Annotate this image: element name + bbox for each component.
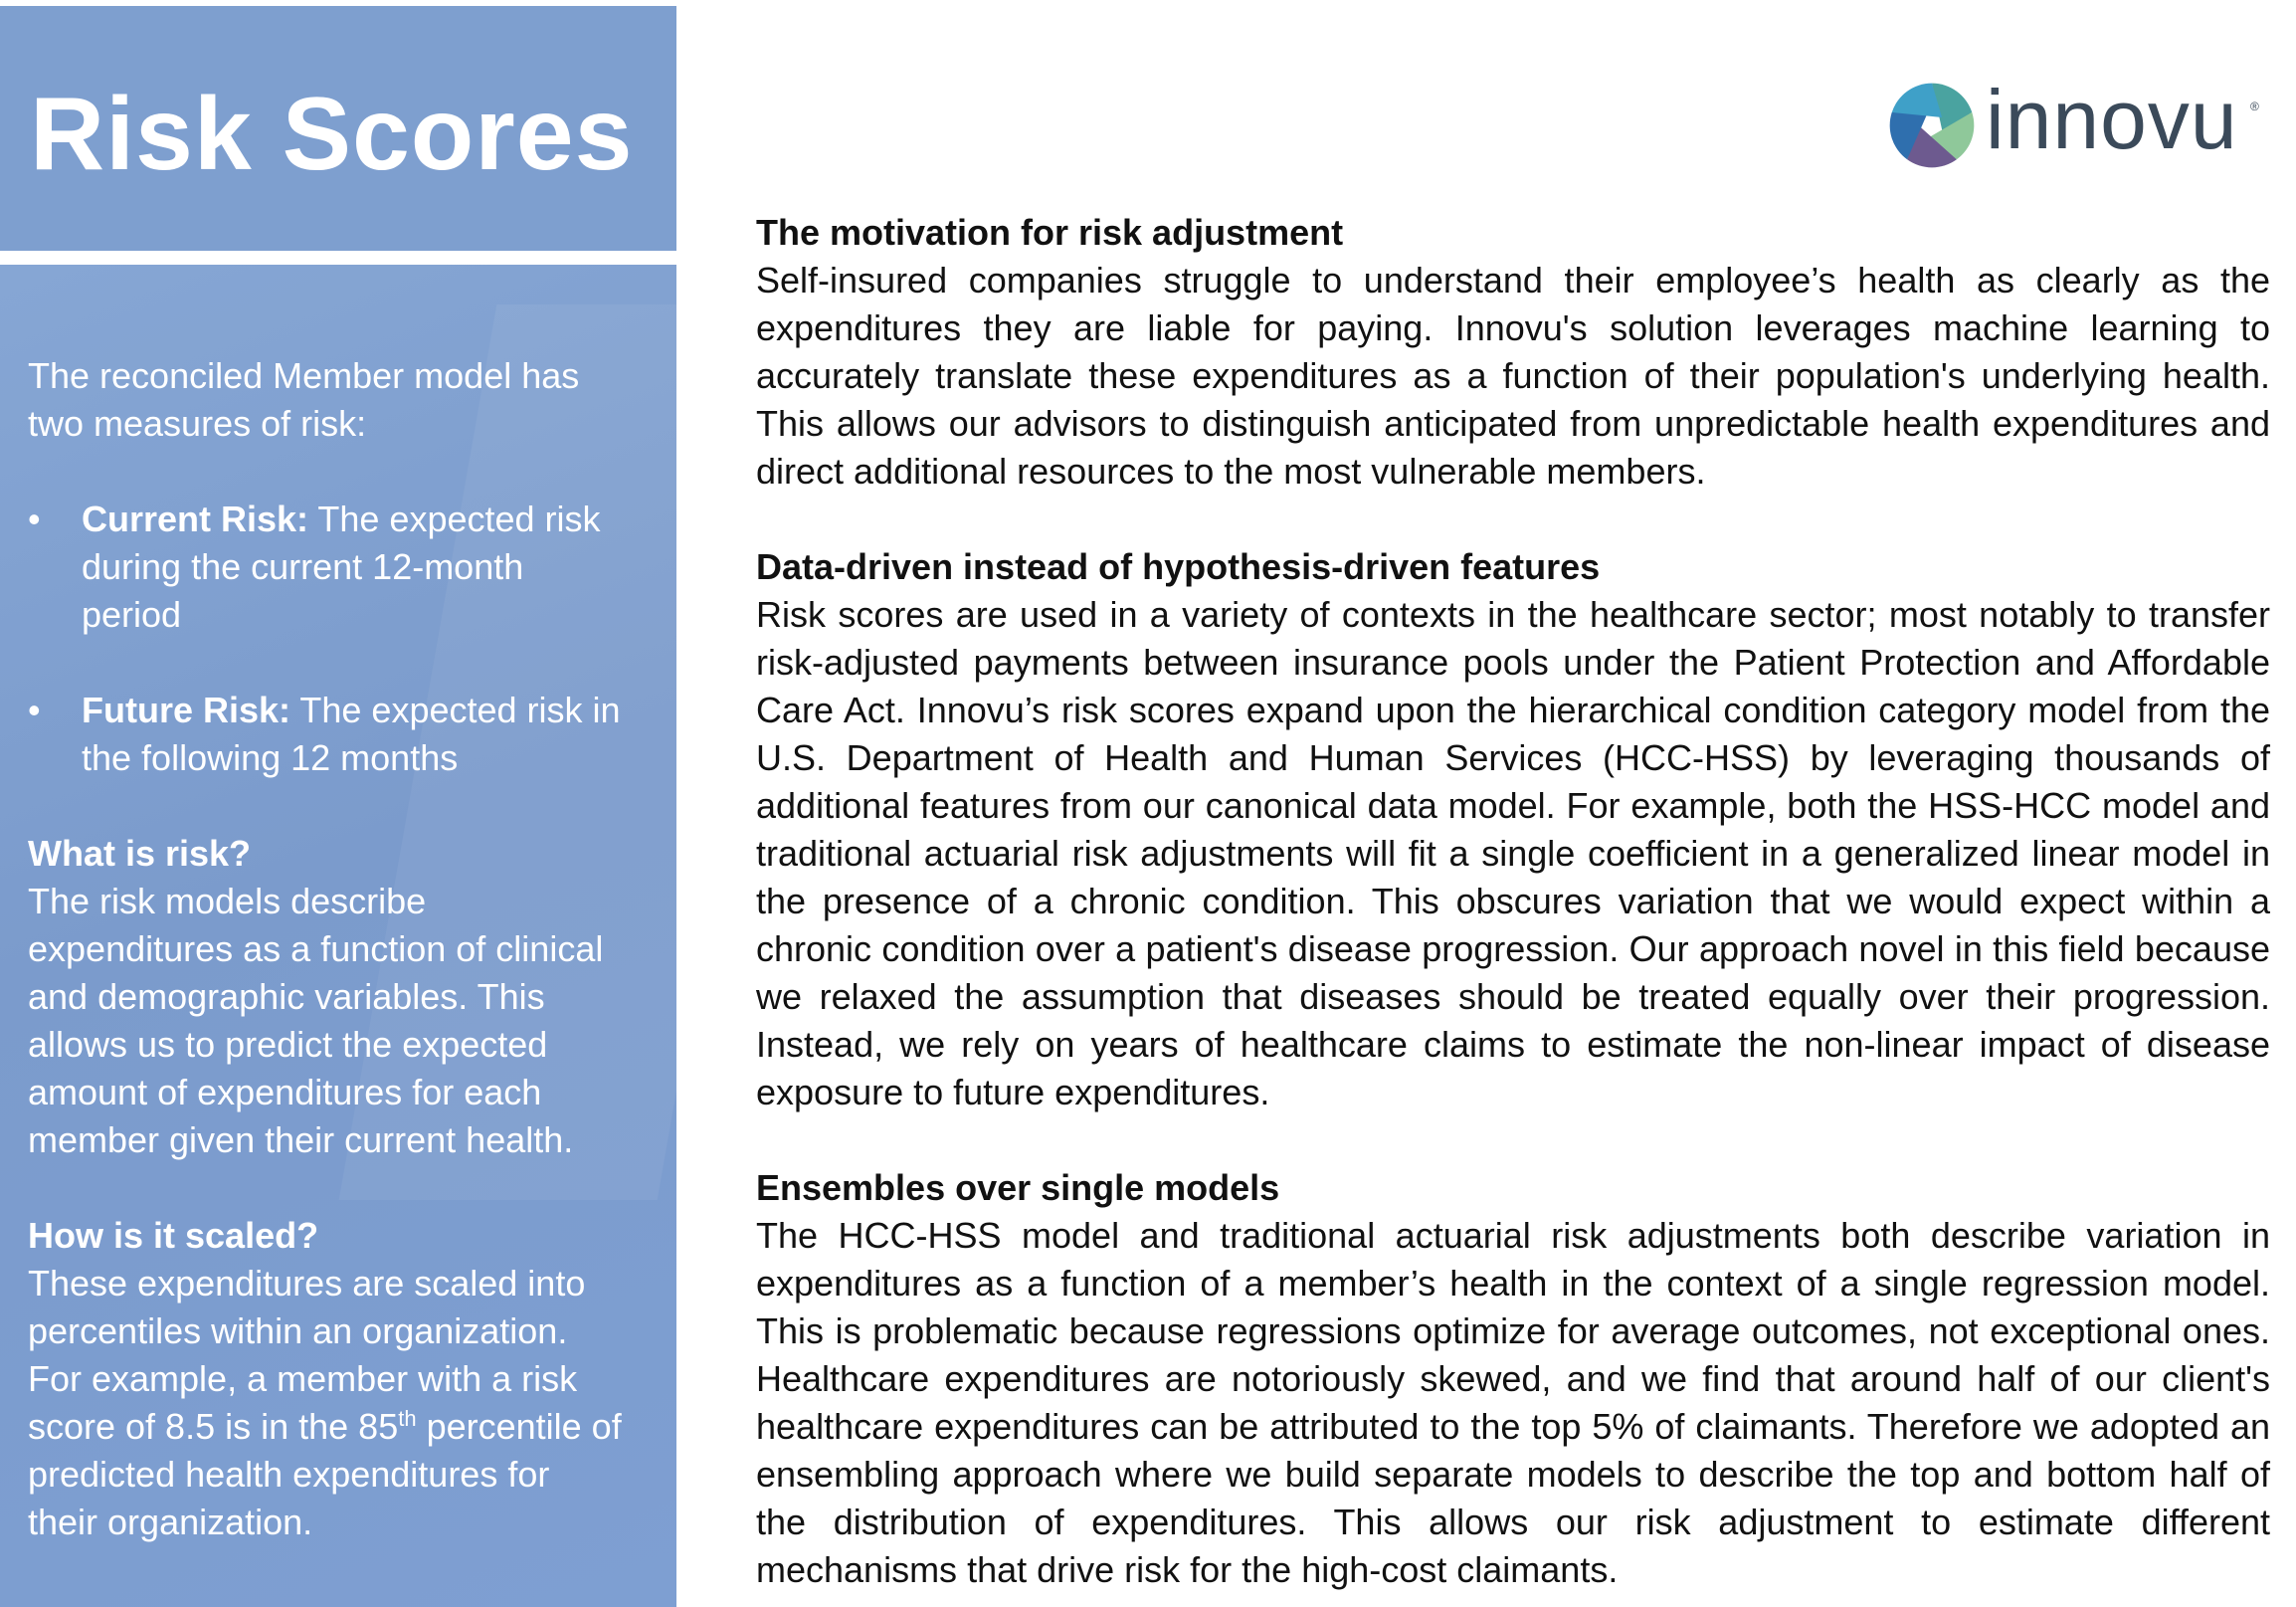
- future-risk-text: The expected risk in the following 12 mo…: [82, 690, 621, 778]
- what-is-risk-text: The risk models describe expenditures as…: [28, 881, 604, 1160]
- section-data-driven: Data-driven instead of hypothesis-driven…: [756, 543, 2270, 1116]
- current-risk-text: The expected risk during the current 12-…: [82, 499, 601, 635]
- what-is-risk-heading: What is risk?: [28, 833, 252, 874]
- section-body: Self-insured companies struggle to under…: [756, 260, 2270, 492]
- title-banner: Risk Scores: [0, 6, 676, 251]
- section-heading: Data-driven instead of hypothesis-driven…: [756, 546, 1601, 587]
- current-risk-term: Current Risk:: [82, 499, 309, 539]
- sidebar-intro: The reconciled Member model has two meas…: [28, 355, 580, 444]
- section-ensembles: Ensembles over single models The HCC-HSS…: [756, 1164, 2270, 1594]
- aperture-logo-icon: [1889, 83, 1975, 168]
- logo-petal: [1907, 125, 1957, 168]
- logo-petal: [1891, 83, 1943, 117]
- section-body: Risk scores are used in a variety of con…: [756, 594, 2270, 1112]
- section-heading: Ensembles over single models: [756, 1167, 1280, 1208]
- section-heading: The motivation for risk adjustment: [756, 212, 1344, 253]
- risk-measures-list: • Current Risk: The expected risk during …: [28, 496, 625, 782]
- logo-petal: [1928, 111, 1975, 160]
- section-body: The HCC-HSS model and traditional actuar…: [756, 1215, 2270, 1590]
- how-scaled-text: These expenditures are scaled into perce…: [28, 1263, 622, 1542]
- how-scaled-heading: How is it scaled?: [28, 1215, 319, 1256]
- list-item-current-risk: • Current Risk: The expected risk during …: [28, 496, 625, 639]
- main-content: The motivation for risk adjustment Self-…: [756, 209, 2270, 1594]
- future-risk-term: Future Risk:: [82, 690, 291, 730]
- list-item-future-risk: • Future Risk: The expected risk in the f…: [28, 687, 625, 782]
- innovu-logo: innovu ®: [1886, 73, 2264, 173]
- bullet-icon: •: [28, 690, 41, 730]
- logo-petal: [1932, 83, 1973, 133]
- logo-petal: [1889, 111, 1928, 160]
- sidebar-content: The reconciled Member model has two meas…: [28, 352, 625, 1546]
- bullet-icon: •: [28, 499, 41, 539]
- section-motivation: The motivation for risk adjustment Self-…: [756, 209, 2270, 496]
- logo-trademark: ®: [2250, 100, 2259, 113]
- logo-wordmark: innovu: [1986, 73, 2238, 166]
- page-title: Risk Scores: [30, 77, 634, 192]
- sidebar-panel: The reconciled Member model has two meas…: [0, 265, 676, 1607]
